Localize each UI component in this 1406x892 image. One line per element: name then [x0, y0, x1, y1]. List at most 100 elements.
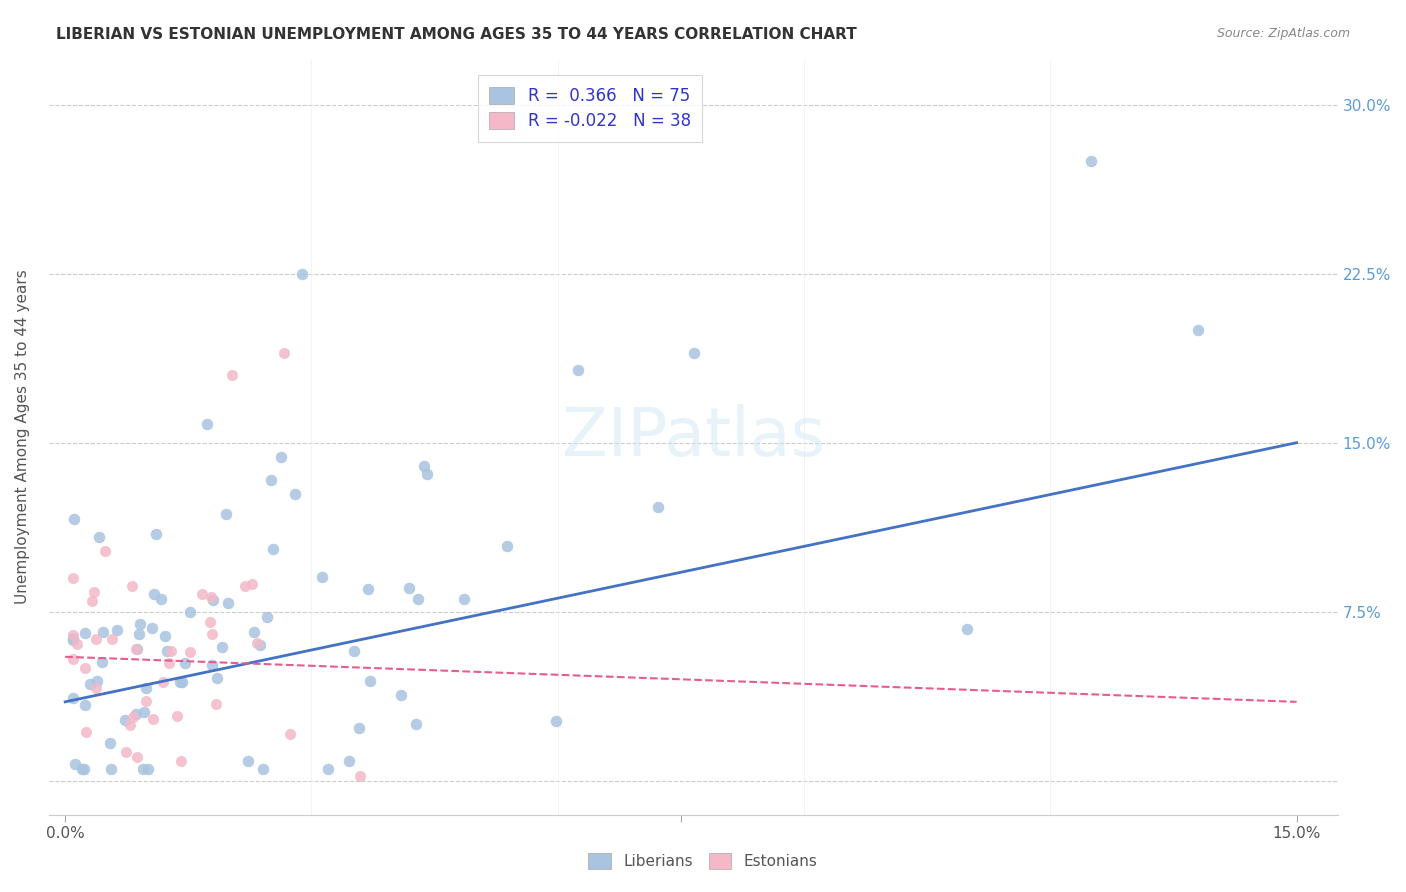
Point — [284, 487, 307, 501]
Point — [221, 368, 243, 383]
Point — [62, 631, 84, 645]
Point — [413, 458, 436, 473]
Point — [291, 267, 314, 281]
Point — [132, 763, 155, 777]
Point — [150, 592, 173, 607]
Point — [204, 698, 226, 712]
Point — [246, 636, 269, 650]
Point — [278, 726, 301, 740]
Point — [157, 656, 180, 670]
Point — [496, 539, 519, 553]
Point — [118, 718, 141, 732]
Point — [91, 655, 114, 669]
Point — [100, 763, 122, 777]
Point — [100, 735, 122, 749]
Point — [337, 754, 360, 768]
Point — [62, 571, 84, 585]
Point — [107, 624, 129, 638]
Point — [311, 570, 333, 584]
Point — [127, 641, 149, 656]
Point — [173, 656, 195, 670]
Point — [179, 605, 201, 619]
Point — [66, 636, 89, 650]
Point — [87, 530, 110, 544]
Point — [198, 615, 221, 629]
Point — [1080, 154, 1102, 169]
Point — [270, 450, 292, 465]
Point — [170, 754, 193, 768]
Point — [122, 710, 145, 724]
Point — [63, 756, 86, 771]
Point — [342, 644, 364, 658]
Point — [235, 579, 257, 593]
Point — [389, 688, 412, 702]
Point — [62, 628, 84, 642]
Point — [82, 593, 104, 607]
Point — [135, 681, 157, 696]
Point — [215, 507, 238, 521]
Point — [201, 627, 224, 641]
Text: Source: ZipAtlas.com: Source: ZipAtlas.com — [1216, 27, 1350, 40]
Text: ZIPatlas: ZIPatlas — [561, 404, 825, 470]
Point — [124, 641, 146, 656]
Point — [135, 693, 157, 707]
Point — [141, 621, 163, 635]
Point — [152, 674, 174, 689]
Point — [62, 512, 84, 526]
Point — [249, 638, 271, 652]
Point — [398, 581, 420, 595]
Point — [205, 671, 228, 685]
Point — [211, 640, 233, 654]
Point — [405, 717, 427, 731]
Point — [79, 676, 101, 690]
Point — [62, 633, 84, 648]
Point — [86, 674, 108, 689]
Point — [238, 754, 260, 768]
Point — [156, 643, 179, 657]
Point — [1187, 323, 1209, 337]
Point — [273, 345, 295, 359]
Point — [166, 709, 188, 723]
Point — [127, 749, 149, 764]
Point — [201, 657, 224, 672]
Point — [153, 629, 176, 643]
Point — [70, 763, 93, 777]
Point — [128, 627, 150, 641]
Point — [142, 712, 165, 726]
Point — [647, 500, 669, 515]
Point — [201, 592, 224, 607]
Point — [242, 625, 264, 640]
Point — [252, 763, 274, 777]
Point — [125, 707, 148, 722]
Point — [91, 625, 114, 640]
Point — [73, 763, 96, 777]
Point — [145, 527, 167, 541]
Point — [170, 675, 193, 690]
Point — [408, 591, 430, 606]
Point — [114, 713, 136, 727]
Point — [75, 626, 97, 640]
Point — [73, 661, 96, 675]
Point — [256, 609, 278, 624]
Text: LIBERIAN VS ESTONIAN UNEMPLOYMENT AMONG AGES 35 TO 44 YEARS CORRELATION CHART: LIBERIAN VS ESTONIAN UNEMPLOYMENT AMONG … — [56, 27, 858, 42]
Point — [62, 690, 84, 705]
Point — [683, 345, 706, 359]
Point — [129, 617, 152, 632]
Point — [546, 714, 568, 728]
Point — [262, 542, 284, 557]
Point — [143, 587, 166, 601]
Point — [347, 721, 370, 735]
Point — [240, 577, 263, 591]
Point — [121, 579, 143, 593]
Point — [453, 591, 475, 606]
Point — [75, 725, 97, 739]
Point — [567, 363, 589, 377]
Point — [84, 632, 107, 646]
Point — [416, 467, 439, 481]
Legend: Liberians, Estonians: Liberians, Estonians — [582, 847, 824, 875]
Point — [316, 763, 339, 777]
Point — [200, 590, 222, 604]
Point — [136, 763, 159, 777]
Point — [160, 644, 183, 658]
Point — [132, 705, 155, 719]
